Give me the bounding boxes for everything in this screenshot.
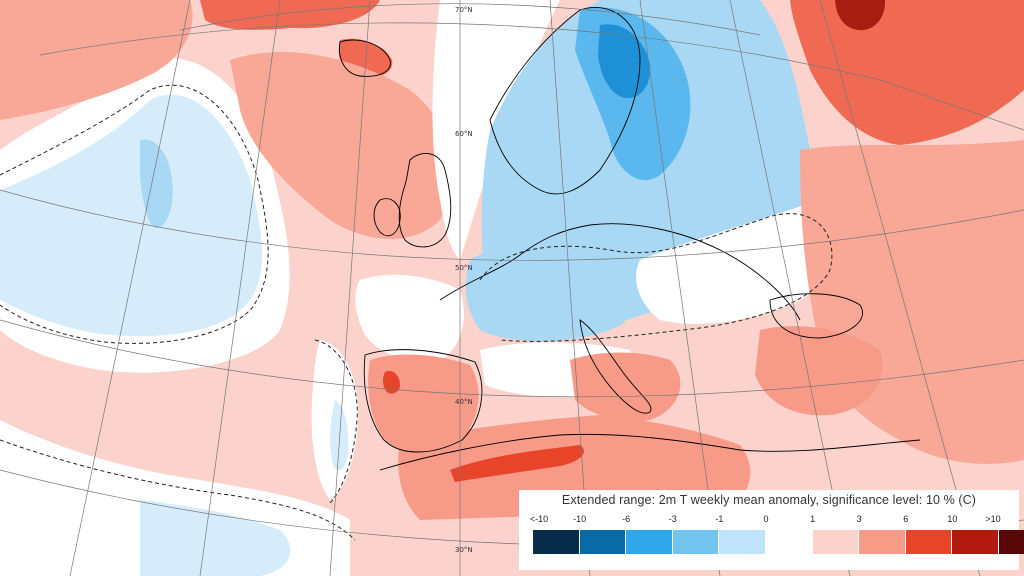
- iberia-hot-spot: [382, 370, 400, 394]
- atlantic-cool-zone: [0, 94, 263, 337]
- meridian-e30: [729, 0, 851, 576]
- russia-warm-zone: [790, 0, 1024, 145]
- legend-swatch: [719, 530, 766, 554]
- meridian-w20: [199, 0, 281, 576]
- coastlines: [338, 7, 921, 471]
- france-neutral: [355, 274, 464, 362]
- lat-label-50: 50°N: [455, 264, 473, 272]
- legend-tick-label: <-10: [529, 514, 549, 524]
- turkey-warm: [755, 326, 883, 416]
- legend-swatch: [765, 530, 813, 554]
- russia-hot-core: [835, 0, 886, 31]
- north-atlantic-warm: [230, 51, 450, 239]
- legend-ticks: <-10 -10 -6 -3 -1 0 1 3 6 10 >10: [527, 514, 1011, 528]
- legend-tick-label: -3: [668, 514, 677, 524]
- iberia-coast: [363, 349, 483, 453]
- legend-swatch: [859, 530, 906, 554]
- greenland-strong-warm: [200, 0, 380, 30]
- legend-tick-label: 3: [856, 514, 862, 524]
- legend-swatch: [998, 530, 1024, 554]
- west-iberia-cool: [330, 400, 349, 471]
- greenland-warm-zone: [0, 0, 193, 120]
- atlantic-contour: [0, 84, 269, 344]
- finland-cool-core: [598, 24, 651, 99]
- africa-coast: [379, 433, 921, 471]
- legend-title: Extended range: 2m T weekly mean anomaly…: [561, 493, 977, 507]
- italy-coast: [579, 319, 652, 414]
- legend-tick-label: 1: [810, 514, 816, 524]
- meridian-e40: [819, 0, 981, 576]
- legend-tick-label: -6: [622, 514, 631, 524]
- meridian-e20: [639, 0, 721, 576]
- legend-tick-label: 6: [903, 514, 909, 524]
- legend-swatch: [952, 530, 999, 554]
- legend-color-bar: [533, 530, 1024, 554]
- black-sea-coast: [769, 293, 863, 339]
- legend-swatch: [812, 530, 860, 554]
- lat-label-70: 70°N: [455, 6, 473, 14]
- iceland-coast: [338, 39, 391, 77]
- iberia-west-contour: [314, 339, 358, 506]
- legend: Extended range: 2m T weekly mean anomaly…: [519, 490, 1024, 570]
- central-europe-cool: [465, 245, 639, 342]
- legend-tick-label: -1: [715, 514, 724, 524]
- significance-contours: [0, 84, 833, 541]
- scandinavia-coast: [489, 7, 641, 195]
- balkan-neutral: [636, 200, 838, 324]
- south-contour: [0, 439, 356, 541]
- meridian-e10: [549, 0, 591, 576]
- europe-contour: [479, 213, 833, 342]
- parallel-40: [0, 319, 1024, 398]
- europe-mainland-coast: [439, 223, 801, 321]
- meridian-w30: [69, 0, 191, 576]
- legend-swatch: [672, 530, 720, 554]
- legend-swatch: [579, 530, 627, 554]
- ireland-coast: [373, 198, 401, 237]
- lat-label-40: 40°N: [455, 398, 473, 406]
- legend-tick-label: -10: [573, 514, 587, 524]
- meridian-w10: [329, 0, 371, 576]
- legend-swatch: [905, 530, 953, 554]
- parallel-70: [179, 3, 761, 36]
- lat-label-30: 30°N: [455, 546, 473, 554]
- canary-cool: [140, 500, 291, 576]
- atlas-hot-band: [450, 445, 584, 482]
- britain-coast: [398, 153, 452, 248]
- legend-tick-label: 0: [763, 514, 769, 524]
- atlantic-cool-core: [140, 139, 173, 229]
- legend-swatch: [626, 530, 673, 554]
- legend-tick-label: >10: [985, 514, 1001, 524]
- parallel-60: [39, 22, 1024, 131]
- legend-tick-label: 10: [947, 514, 958, 524]
- lat-label-60: 60°N: [455, 130, 473, 138]
- legend-swatch: [533, 530, 580, 554]
- parallel-50: [0, 189, 1024, 261]
